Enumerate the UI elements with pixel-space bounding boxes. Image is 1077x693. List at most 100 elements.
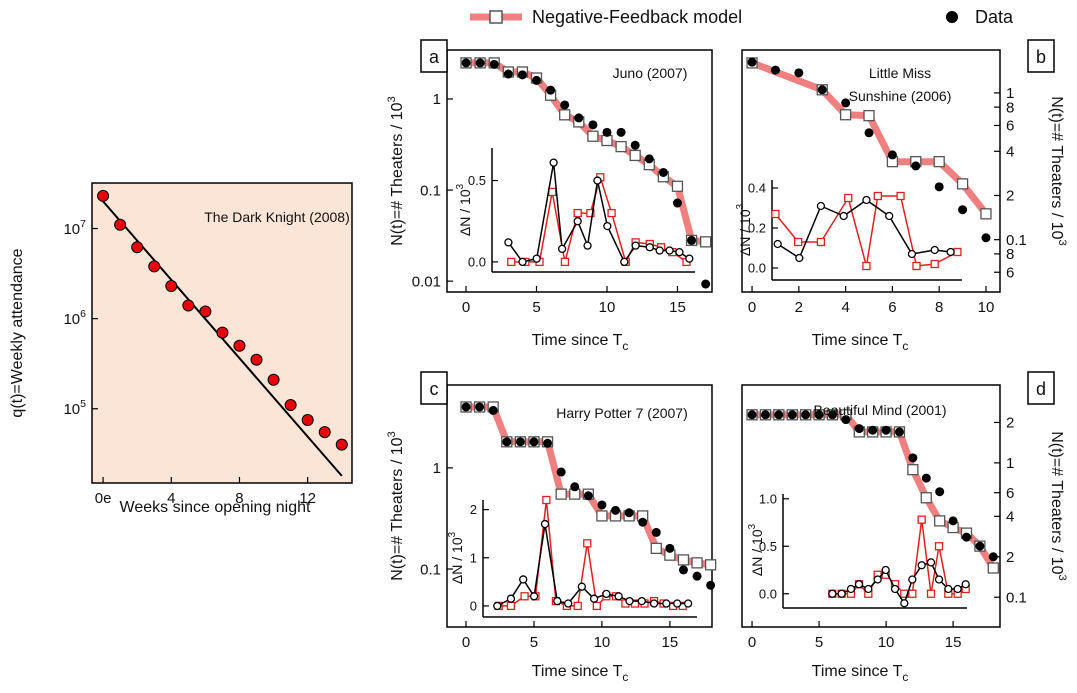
marker (216, 326, 229, 339)
marker (520, 592, 529, 601)
marker (691, 557, 703, 569)
series-line (507, 161, 690, 263)
marker (517, 70, 527, 80)
marker (944, 584, 953, 594)
series-line (777, 199, 951, 259)
marker (573, 217, 582, 226)
x-tick-label: 8 (235, 490, 243, 507)
marker (787, 410, 797, 420)
tick-text: 0.5 (468, 173, 486, 188)
marker (946, 247, 955, 257)
marker (961, 580, 970, 589)
marker (503, 69, 513, 79)
marker (841, 415, 851, 425)
tick-text: 0.01 (412, 273, 441, 290)
marker (814, 410, 824, 420)
inset-chart: 0.0 0.5ΔN / 103 (455, 148, 695, 273)
marker (773, 239, 782, 249)
x-tick-label: 10 (594, 634, 611, 651)
marker (801, 410, 811, 420)
label-sup: 3 (386, 431, 398, 437)
marker (475, 402, 485, 412)
marker (637, 596, 646, 606)
marker (645, 243, 654, 252)
y-tick-label: 0.1 (1006, 232, 1027, 249)
marker (616, 127, 626, 137)
marker (593, 176, 602, 185)
marker (506, 601, 516, 611)
marker (549, 158, 558, 167)
marker (677, 554, 690, 566)
tick-text: 0.2 (748, 221, 766, 236)
legend: Negative-Feedback model Data (470, 7, 1014, 27)
marker (644, 154, 654, 164)
label-text: N(t)=# Theaters / 10 (389, 437, 406, 580)
marker (885, 211, 894, 221)
marker (854, 424, 864, 434)
marker (953, 584, 962, 594)
tick-text: 2 (1006, 188, 1014, 205)
marker (629, 149, 641, 162)
marker (920, 492, 932, 504)
y-tick-label: 107 (63, 218, 86, 238)
y-tick-label: 6 (1006, 485, 1014, 502)
marker (864, 128, 874, 138)
marker (911, 161, 921, 171)
tick-text: 10 (63, 221, 80, 238)
y-tick-label: 2 (470, 502, 477, 517)
marker (587, 130, 599, 142)
marker (839, 109, 852, 121)
marker (548, 187, 557, 197)
marker (907, 464, 919, 476)
marker (934, 182, 944, 192)
marker (956, 178, 969, 190)
marker (863, 109, 875, 122)
tick-text: 0.1 (420, 561, 441, 578)
marker (592, 601, 601, 611)
x-tick-label: 12 (299, 490, 316, 507)
y-tick-label: 0.1 (1006, 589, 1027, 606)
marker (650, 542, 662, 555)
marker (97, 189, 110, 202)
marker (601, 134, 613, 147)
marker (284, 399, 297, 412)
panel-label-box (420, 39, 448, 73)
label-text: ΔN / 10 (737, 209, 753, 256)
chart-annotation: Beautiful Mind (2001) (813, 402, 946, 418)
tick-text: 2 (1006, 549, 1014, 566)
marker (953, 247, 962, 257)
marker (564, 599, 573, 608)
marker (559, 109, 571, 121)
marker (771, 209, 780, 219)
marker (873, 191, 882, 201)
marker (199, 305, 212, 318)
marker (614, 592, 623, 601)
y-tick-label: 2 (1006, 415, 1014, 432)
y-tick-label: 0.0 (748, 261, 766, 276)
tick-text: 0.5 (759, 539, 777, 554)
y-tick-label: 106 (63, 308, 86, 328)
marker (504, 238, 513, 247)
marker (907, 249, 917, 259)
marker (935, 487, 945, 497)
series-line (832, 561, 967, 605)
tick-text: 10 (63, 311, 80, 328)
tick-sup: 6 (80, 308, 86, 320)
tick-text: 1 (1006, 85, 1014, 102)
tick-text: 4 (1006, 509, 1014, 526)
label-text: ΔN / 10 (449, 537, 465, 584)
marker (981, 233, 991, 243)
marker (816, 201, 826, 211)
label-text: N(t)=# Theaters / 10 (1048, 96, 1065, 239)
marker (615, 140, 627, 153)
marker (896, 191, 905, 201)
marker (706, 580, 716, 590)
marker (475, 58, 485, 68)
tick-text: 0.0 (748, 261, 766, 276)
plot-frame (446, 384, 713, 628)
legend-square (489, 10, 503, 24)
marker (794, 237, 803, 247)
label-text: ΔN / 10 (749, 529, 765, 576)
y-tick-label: 0.0 (468, 254, 486, 269)
